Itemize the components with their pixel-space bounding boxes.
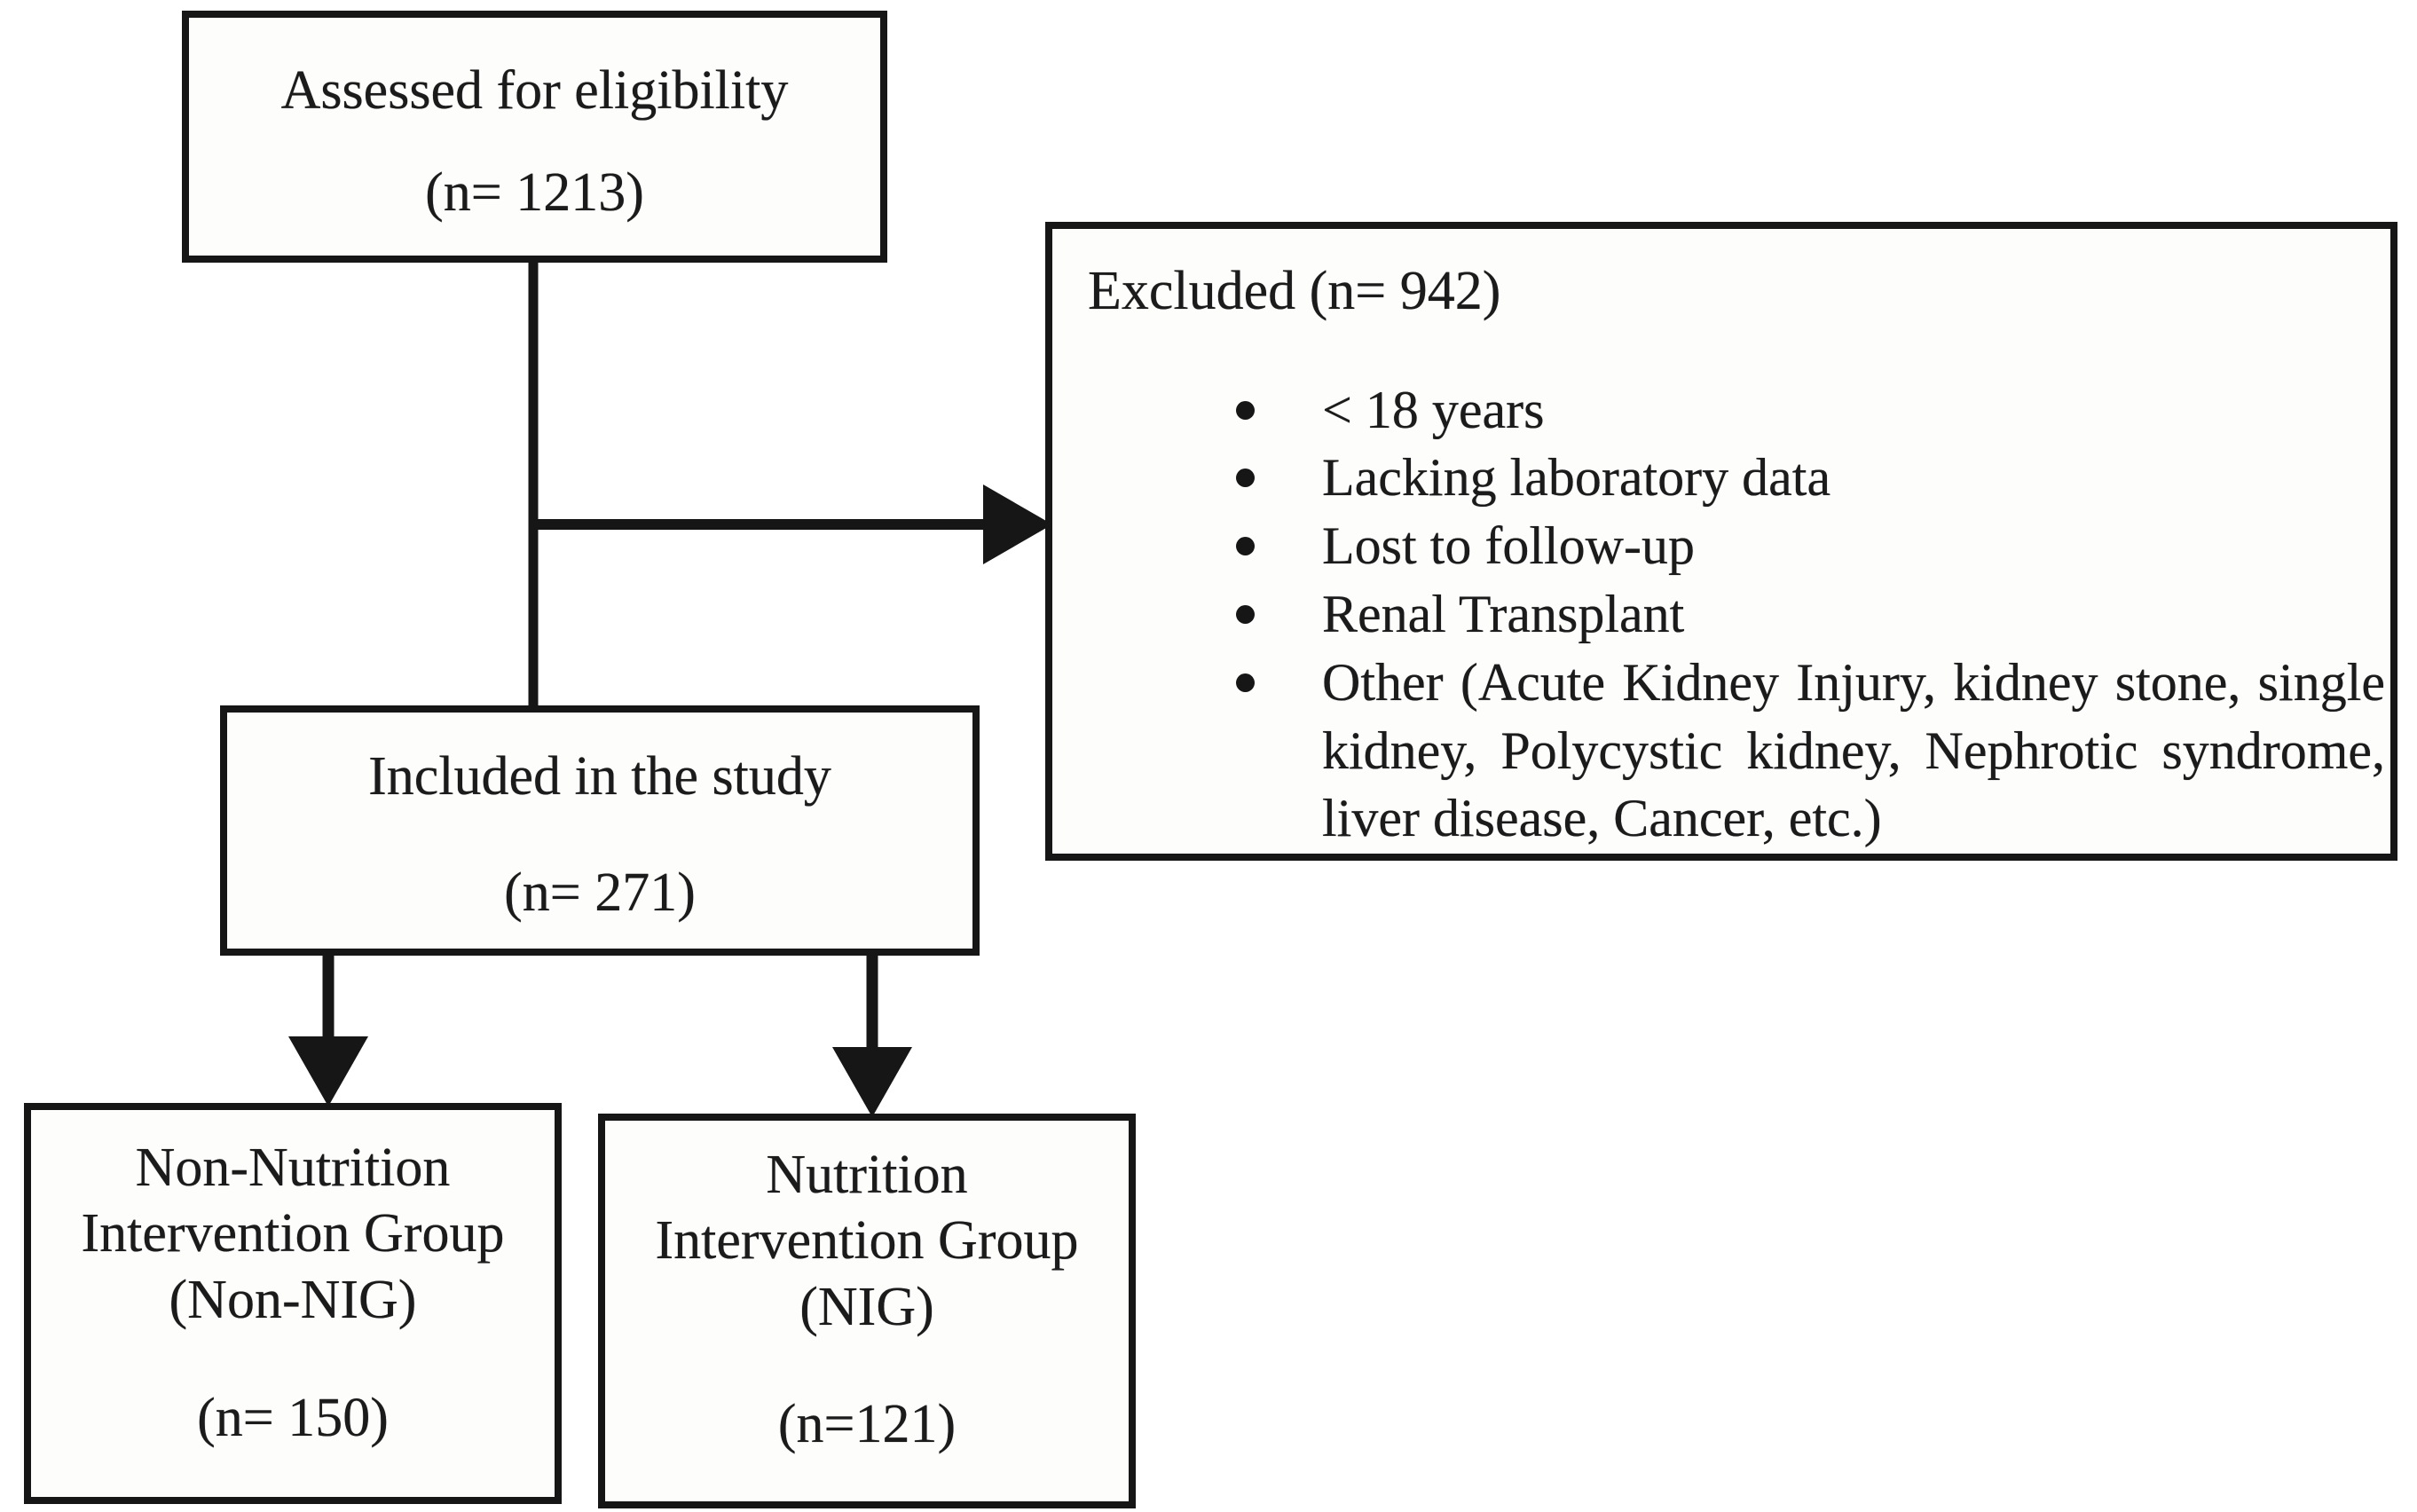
node-count: (n=121) xyxy=(777,1394,957,1455)
node-title: Non-Nutrition Intervention Group (Non-NI… xyxy=(82,1135,505,1333)
excluded-reason-item: Lost to follow-up xyxy=(1236,512,2385,580)
node-count: (n= 150) xyxy=(197,1388,389,1449)
excluded-reasons-list: < 18 years Lacking laboratory data Lost … xyxy=(1088,376,2385,854)
node-excluded: Excluded (n= 942) < 18 years Lacking lab… xyxy=(1045,222,2397,861)
node-title-line: Intervention Group xyxy=(655,1210,1079,1272)
node-title-line: Nutrition xyxy=(766,1145,968,1205)
node-title-line: (NIG) xyxy=(799,1276,934,1337)
node-title-line: Non-Nutrition xyxy=(135,1138,451,1198)
node-title-line: (Non-NIG) xyxy=(169,1269,417,1330)
node-count: (n= 271) xyxy=(504,862,696,924)
node-nutrition-intervention-group: Nutrition Intervention Group (NIG) (n=12… xyxy=(598,1114,1136,1508)
node-title: Excluded (n= 942) xyxy=(1088,261,1501,321)
arrowhead-to-non-nig xyxy=(288,1036,368,1106)
node-title: Included in the study xyxy=(368,744,831,809)
excluded-reason-item: Other (Acute Kidney Injury, kidney stone… xyxy=(1236,649,2385,853)
excluded-reason-item: < 18 years xyxy=(1236,376,2385,445)
node-included-in-study: Included in the study (n= 271) xyxy=(220,705,980,956)
node-count: (n= 1213) xyxy=(425,162,644,224)
arrowhead-to-excluded xyxy=(983,484,1052,564)
node-title: Assessed for eligibility xyxy=(281,58,789,123)
node-title-line: Assessed for eligibility xyxy=(280,60,789,121)
node-title-line: Included in the study xyxy=(368,746,831,807)
excluded-reason-item: Renal Transplant xyxy=(1236,580,2385,649)
node-title: Nutrition Intervention Group (NIG) xyxy=(656,1142,1079,1340)
node-title-line: Intervention Group xyxy=(81,1203,505,1264)
arrowhead-to-nig xyxy=(832,1047,912,1117)
node-non-nutrition-intervention-group: Non-Nutrition Intervention Group (Non-NI… xyxy=(24,1103,562,1504)
node-assessed-for-eligibility: Assessed for eligibility (n= 1213) xyxy=(182,11,887,263)
excluded-reason-item: Lacking laboratory data xyxy=(1236,444,2385,512)
